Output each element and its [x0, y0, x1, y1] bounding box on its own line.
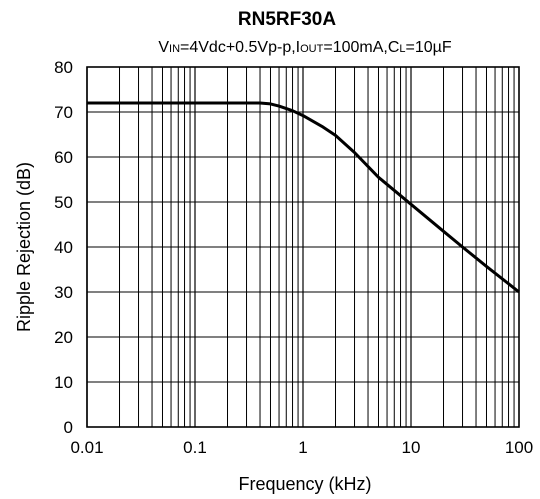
subtitle-part-1: IN — [169, 43, 180, 55]
subtitle-part-2: =4Vdc+0.5Vp-p,I — [180, 39, 300, 56]
ripple-rejection-line — [87, 101, 520, 294]
plot-frame — [86, 66, 520, 428]
x-tick-label: 0.1 — [183, 438, 207, 457]
subtitle-part-5: L — [399, 43, 405, 55]
y-tick-label: 40 — [54, 238, 73, 257]
y-tick-label: 80 — [54, 58, 73, 77]
chart-subtitle: VIN=4Vdc+0.5Vp-p,IOUT=100mA,CL=10µF — [158, 39, 452, 56]
x-tick-label: 1 — [298, 438, 307, 457]
x-tick-label: 10 — [402, 438, 421, 457]
subtitle-part-3: OUT — [300, 43, 324, 55]
subtitle-part-4: =100mA,C — [323, 39, 399, 56]
y-tick-label: 10 — [54, 373, 73, 392]
y-tick-label: 20 — [54, 328, 73, 347]
y-tick-label: 50 — [54, 193, 73, 212]
x-tick-label: 100 — [505, 438, 533, 457]
chart-title: RN5RF30A — [238, 9, 336, 30]
y-tick-label: 70 — [54, 103, 73, 122]
x-tick-label: 0.01 — [70, 438, 103, 457]
series-layer — [87, 101, 520, 294]
y-tick-label: 30 — [54, 283, 73, 302]
x-tick-labels: 0.01 0.1 1 10 100 — [70, 438, 533, 457]
grid-lines — [86, 66, 519, 428]
y-tick-label: 0 — [64, 418, 73, 437]
y-axis-label: Ripple Rejection (dB) — [14, 162, 34, 332]
y-tick-label: 60 — [54, 148, 73, 167]
x-axis-label: Frequency (kHz) — [238, 474, 371, 494]
subtitle-part-0: V — [158, 39, 169, 56]
y-tick-labels: 0 10 20 30 40 50 60 70 80 — [54, 58, 73, 437]
subtitle-part-6: =10µF — [406, 39, 452, 56]
